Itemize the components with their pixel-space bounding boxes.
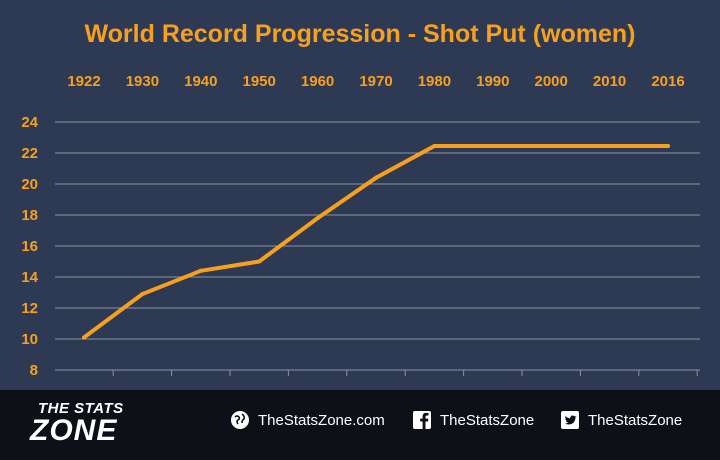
x-tick-label: 1922: [67, 73, 100, 90]
x-tick-label: 2000: [535, 73, 568, 90]
series-line: [82, 144, 670, 340]
series: [82, 144, 670, 340]
x-tick-label: 1960: [301, 73, 334, 90]
x-tick-label: 1950: [243, 73, 276, 90]
y-tick-label: 24: [21, 114, 38, 131]
data-point: [666, 144, 670, 149]
website-text: TheStatsZone.com: [258, 411, 385, 429]
data-point: [374, 175, 378, 180]
chart: World Record Progression - Shot Put (wom…: [21, 20, 700, 379]
y-tick-label: 18: [21, 207, 38, 224]
y-axis-ticks: 8 10 12 14 16 18 20 22 24: [21, 114, 38, 379]
chart-title: World Record Progression - Shot Put (wom…: [85, 20, 636, 48]
website-link[interactable]: TheStatsZone.com: [230, 410, 385, 430]
logo-line2: ZONE: [30, 414, 118, 447]
x-tick-label: 1940: [184, 73, 217, 90]
data-point: [490, 144, 495, 149]
x-tick-label: 1930: [126, 73, 159, 90]
twitter-icon: [561, 411, 579, 429]
stats-zone-logo[interactable]: THE STATS ZONE: [30, 398, 160, 454]
x-tick-label: 2010: [593, 73, 626, 90]
data-point: [198, 268, 203, 273]
facebook-link[interactable]: TheStatsZone: [412, 410, 534, 430]
globe-icon: [231, 411, 249, 429]
y-tick-label: 16: [21, 238, 38, 255]
data-point: [257, 259, 262, 264]
x-axis-ticks: 1922 1930 1940 1950 1960 1970 1980 1990 2000 2010…: [67, 73, 684, 90]
grid: [55, 121, 700, 376]
data-point: [549, 144, 554, 149]
y-tick-label: 14: [21, 269, 38, 286]
x-tick-label: 1970: [359, 73, 392, 90]
facebook-text: TheStatsZone: [440, 411, 535, 429]
data-point: [607, 144, 612, 149]
y-tick-label: 12: [21, 300, 38, 317]
y-tick-label: 20: [21, 176, 38, 193]
facebook-icon: [413, 411, 431, 429]
y-tick-label: 8: [30, 362, 38, 379]
x-tick-label: 2016: [651, 73, 684, 90]
data-point: [140, 292, 145, 297]
data-point: [432, 144, 437, 149]
footer: THE STATS ZONE TheStatsZone.com TheStats…: [0, 390, 720, 460]
y-tick-label: 22: [21, 145, 38, 162]
twitter-link[interactable]: TheStatsZone: [560, 410, 682, 430]
twitter-text: TheStatsZone: [588, 411, 683, 429]
y-tick-label: 10: [21, 331, 38, 348]
x-tick-label: 1980: [418, 73, 451, 90]
x-tick-label: 1990: [476, 73, 509, 90]
data-point: [82, 335, 86, 340]
data-point: [315, 216, 320, 221]
logo-line1: THE STATS: [38, 400, 124, 417]
